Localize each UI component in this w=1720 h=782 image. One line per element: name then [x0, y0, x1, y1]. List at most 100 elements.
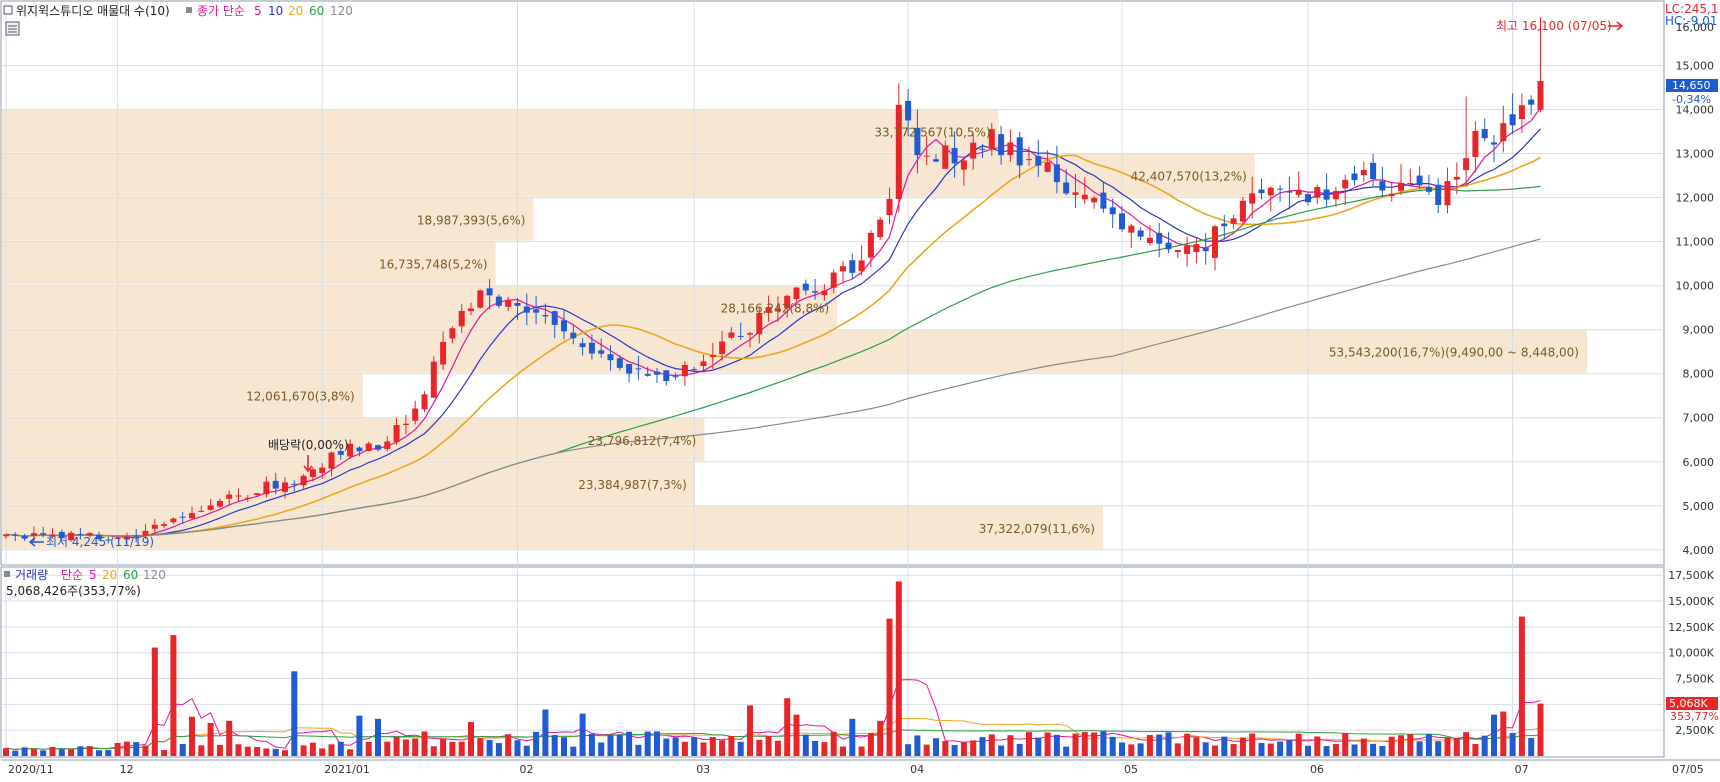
- candle-body[interactable]: [430, 361, 437, 398]
- volume-bar[interactable]: [309, 742, 316, 756]
- volume-bar[interactable]: [598, 742, 605, 756]
- candle-body[interactable]: [1035, 156, 1042, 166]
- volume-bar[interactable]: [505, 734, 512, 756]
- volume-bar[interactable]: [765, 736, 772, 756]
- candle-body[interactable]: [1314, 186, 1321, 198]
- candle-body[interactable]: [1528, 99, 1535, 105]
- candle-body[interactable]: [867, 232, 874, 258]
- candle-body[interactable]: [533, 309, 540, 313]
- candle-body[interactable]: [123, 536, 130, 540]
- volume-bar[interactable]: [1146, 734, 1153, 756]
- volume-bar[interactable]: [1044, 732, 1051, 756]
- volume-bar[interactable]: [1351, 744, 1358, 756]
- candle-body[interactable]: [1351, 173, 1358, 181]
- volume-bar[interactable]: [412, 738, 419, 756]
- volume-bar[interactable]: [1063, 746, 1070, 756]
- candle-body[interactable]: [877, 219, 884, 238]
- volume-bar[interactable]: [21, 747, 28, 756]
- volume-bar[interactable]: [1323, 746, 1330, 756]
- candle-body[interactable]: [923, 155, 930, 157]
- volume-bar[interactable]: [802, 734, 809, 756]
- candle-body[interactable]: [719, 341, 726, 355]
- candle-body[interactable]: [1193, 244, 1200, 252]
- candle-body[interactable]: [830, 272, 837, 288]
- volume-bar[interactable]: [905, 744, 912, 756]
- volume-bar[interactable]: [114, 742, 121, 756]
- candle-body[interactable]: [1044, 162, 1051, 172]
- volume-bar[interactable]: [1026, 732, 1032, 756]
- volume-bar[interactable]: [179, 743, 186, 756]
- volume-bar[interactable]: [877, 720, 884, 756]
- volume-bar[interactable]: [300, 745, 307, 756]
- volume-bar[interactable]: [1481, 735, 1488, 756]
- candle-body[interactable]: [421, 394, 428, 410]
- candle-body[interactable]: [1472, 130, 1479, 157]
- candle-body[interactable]: [551, 311, 558, 325]
- candle-body[interactable]: [384, 441, 391, 449]
- candle-body[interactable]: [812, 291, 819, 293]
- candle-body[interactable]: [1509, 114, 1516, 126]
- candle-body[interactable]: [151, 524, 158, 529]
- candle-body[interactable]: [1119, 213, 1125, 230]
- candle-body[interactable]: [58, 531, 65, 539]
- volume-bar[interactable]: [951, 745, 958, 756]
- candle-body[interactable]: [1435, 184, 1442, 205]
- candle-body[interactable]: [226, 494, 233, 499]
- candle-body[interactable]: [793, 287, 800, 299]
- volume-bar[interactable]: [858, 746, 865, 756]
- volume-bar[interactable]: [254, 746, 261, 756]
- volume-bar[interactable]: [1221, 736, 1228, 756]
- volume-bar[interactable]: [1035, 737, 1042, 756]
- candle-body[interactable]: [700, 361, 707, 367]
- volume-bar[interactable]: [970, 740, 977, 756]
- candle-body[interactable]: [895, 104, 902, 199]
- candle-body[interactable]: [654, 371, 660, 375]
- candle-body[interactable]: [356, 447, 363, 452]
- volume-bar[interactable]: [1528, 737, 1535, 756]
- volume-bar[interactable]: [319, 748, 326, 756]
- volume-bar[interactable]: [1212, 745, 1218, 756]
- candle-body[interactable]: [691, 369, 698, 371]
- candle-body[interactable]: [375, 445, 381, 450]
- candle-body[interactable]: [365, 443, 372, 451]
- volume-bar[interactable]: [1174, 743, 1181, 756]
- candle-body[interactable]: [477, 290, 484, 308]
- candle-body[interactable]: [272, 480, 279, 489]
- volume-bar[interactable]: [867, 732, 874, 756]
- volume-bar[interactable]: [1500, 711, 1507, 756]
- candle-body[interactable]: [1305, 194, 1311, 203]
- volume-bar[interactable]: [774, 740, 781, 756]
- volume-bar[interactable]: [468, 721, 474, 756]
- candle-body[interactable]: [1286, 191, 1293, 193]
- candle-body[interactable]: [988, 129, 995, 149]
- candle-body[interactable]: [189, 513, 195, 519]
- candle-body[interactable]: [1323, 189, 1330, 200]
- volume-bar[interactable]: [728, 735, 735, 756]
- candle-body[interactable]: [728, 332, 735, 338]
- volume-bar[interactable]: [1230, 744, 1237, 756]
- volume-bar[interactable]: [440, 738, 447, 756]
- candle-body[interactable]: [616, 358, 623, 368]
- volume-bar[interactable]: [551, 735, 558, 756]
- volume-bar[interactable]: [1537, 703, 1544, 756]
- candle-body[interactable]: [1212, 226, 1218, 258]
- candle-body[interactable]: [607, 354, 614, 361]
- candle-body[interactable]: [309, 469, 316, 478]
- candle-body[interactable]: [291, 483, 298, 485]
- candle-body[interactable]: [858, 260, 865, 272]
- volume-bar[interactable]: [1370, 743, 1377, 756]
- volume-bar[interactable]: [1463, 732, 1470, 756]
- volume-bar[interactable]: [979, 737, 986, 756]
- candle-body[interactable]: [170, 518, 177, 523]
- candle-body[interactable]: [49, 534, 56, 537]
- candle-body[interactable]: [86, 533, 93, 536]
- candle-body[interactable]: [412, 408, 419, 421]
- volume-bar[interactable]: [1407, 734, 1414, 756]
- volume-bar[interactable]: [1388, 736, 1395, 756]
- volume-bar[interactable]: [1277, 741, 1284, 756]
- candle-body[interactable]: [244, 497, 251, 499]
- volume-bar[interactable]: [189, 716, 195, 756]
- volume-bar[interactable]: [523, 745, 530, 756]
- candle-body[interactable]: [635, 368, 642, 370]
